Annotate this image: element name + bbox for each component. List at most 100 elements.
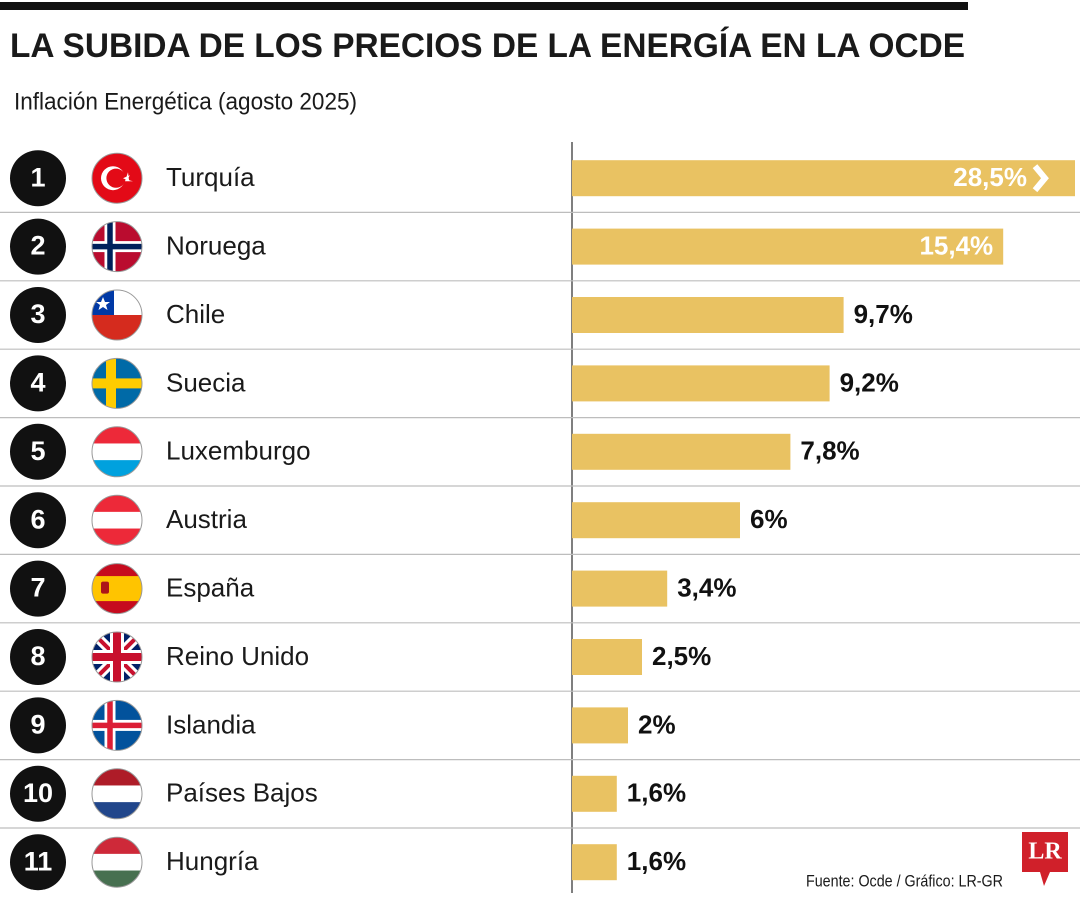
flag: [92, 768, 142, 819]
category-label: Suecia: [166, 367, 246, 397]
value-label: 6%: [750, 504, 788, 534]
bar: [572, 707, 628, 744]
rank-number: 6: [30, 504, 45, 534]
flag-part: [125, 172, 133, 182]
flag-ring: [91, 426, 143, 478]
bar: [572, 160, 1075, 197]
flag: [92, 632, 142, 682]
category-label: Islandia: [166, 709, 256, 739]
rank-badge: [10, 834, 66, 891]
source: Fuente: Ocde / Gráfico: LR-GR: [806, 871, 1003, 890]
flag-part: [106, 168, 126, 188]
rank-number: 9: [30, 710, 45, 740]
bar: [572, 639, 642, 675]
bar: [572, 365, 830, 402]
flag-ring: [91, 836, 143, 888]
flag-ring: [91, 152, 143, 204]
flag: [92, 837, 142, 888]
flag-ring: [91, 699, 143, 751]
category-label: Austria: [166, 504, 247, 534]
flag-part: [101, 581, 109, 594]
flag-part: [92, 315, 142, 340]
rank-number: 8: [30, 641, 45, 671]
category-label: Hungría: [166, 846, 259, 876]
rank-badge: [10, 697, 66, 754]
logo-badge: [1022, 832, 1068, 886]
bar: [572, 433, 791, 470]
flag-part: [92, 378, 142, 389]
flag: [92, 426, 142, 477]
bar: [572, 502, 740, 539]
flag-part: [92, 853, 142, 872]
flag-part: [92, 768, 142, 786]
rank-number: 5: [30, 436, 45, 466]
value-label: 2,5%: [652, 641, 711, 671]
bar: [572, 844, 617, 881]
top-rule: [0, 2, 968, 10]
bar-break: [1032, 164, 1049, 193]
category-label: Turquía: [166, 162, 255, 192]
bar: [572, 297, 844, 333]
category-label: Países Bajos: [166, 778, 318, 808]
rank-badge: [10, 560, 66, 617]
flag-ring: [91, 631, 143, 683]
rank-badge: [10, 492, 66, 549]
category-label: Chile: [166, 299, 225, 329]
flag-ring: [91, 768, 143, 820]
rank-number: 2: [30, 231, 45, 261]
rank-number: 4: [30, 368, 45, 398]
flag: [92, 563, 142, 614]
chart-title: LA SUBIDA DE LOS PRECIOS DE LA ENERGÍA E…: [10, 27, 965, 65]
flag-part: [92, 443, 142, 461]
flag: [92, 153, 142, 204]
bar: [572, 570, 668, 607]
rank-badge: [10, 629, 66, 685]
flag-part: [92, 528, 142, 546]
value-label: 9,2%: [840, 367, 899, 397]
rank-number: 1: [30, 162, 45, 192]
value-label: 1,6%: [627, 778, 686, 808]
bar: [572, 228, 1004, 265]
flag-part: [92, 722, 142, 729]
logo: LR: [1022, 832, 1068, 886]
flag-part: [92, 601, 142, 614]
flag-part: [92, 653, 142, 661]
value-label: 3,4%: [677, 572, 736, 602]
value-label: 28,5%: [953, 162, 1027, 192]
flag-ring: [91, 494, 143, 546]
flag-ring: [91, 357, 143, 409]
rank-badge: [10, 765, 66, 822]
flag-part: [92, 460, 142, 477]
category-label: Noruega: [166, 230, 266, 260]
flag: [92, 700, 142, 751]
flag-part: [92, 495, 142, 513]
category-label: Luxemburgo: [166, 436, 311, 466]
rank-badge: [10, 287, 66, 343]
flag-part: [92, 802, 142, 819]
chart-subtitle: Inflación Energética (agosto 2025): [14, 88, 357, 115]
value-label: 9,7%: [854, 299, 913, 329]
value-label: 2%: [638, 709, 676, 739]
flag-part: [92, 426, 142, 444]
value-label: 15,4%: [919, 230, 993, 260]
bar: [572, 775, 617, 812]
logo-text: LR: [1028, 839, 1062, 865]
flag: [92, 358, 142, 409]
flag-part: [92, 576, 142, 602]
flag-part: [96, 297, 110, 310]
rank-number: 10: [23, 778, 53, 808]
rank-number: 11: [24, 846, 53, 876]
flag-part: [92, 243, 142, 250]
flag: [92, 495, 142, 546]
rank-number: 7: [30, 573, 45, 603]
rank-number: 3: [30, 299, 45, 329]
flag: [92, 221, 142, 272]
flag-part: [92, 785, 142, 803]
rank-badge: [10, 150, 66, 207]
category-label: España: [166, 572, 255, 602]
value-label: 1,6%: [627, 846, 686, 876]
rank-badge: [10, 218, 66, 275]
rank-badge: [10, 423, 66, 480]
flag-ring: [91, 289, 143, 341]
